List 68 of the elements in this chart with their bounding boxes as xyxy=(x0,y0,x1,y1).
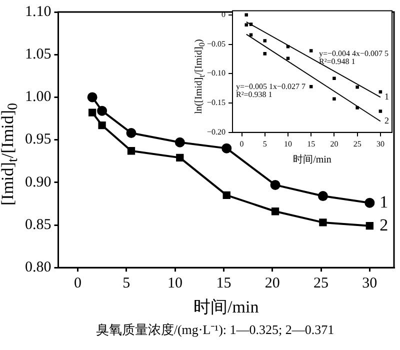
y-tick-label: 0.85 xyxy=(25,216,52,233)
point xyxy=(88,108,96,116)
text: 臭氧质量浓度/(mg·L⁻¹): 1—0.325; 2—0.371 xyxy=(94,321,336,339)
point xyxy=(263,52,267,56)
y-tick-label: 1.10 xyxy=(25,4,52,20)
point xyxy=(176,154,184,162)
y-tick-label: −0.20 xyxy=(206,127,226,136)
point xyxy=(286,56,290,60)
x-tick-label: 30 xyxy=(362,276,378,292)
point xyxy=(286,45,290,48)
point xyxy=(174,137,185,148)
point xyxy=(356,106,359,110)
x-tick-label: 0 xyxy=(240,139,244,148)
x-tick-label: 15 xyxy=(216,276,232,292)
x-tick-label: 20 xyxy=(264,276,280,292)
y-tick-label: −0.05 xyxy=(206,39,226,48)
x-tick-label: 30 xyxy=(376,139,384,148)
point xyxy=(356,86,359,89)
series-label: 1 xyxy=(384,92,389,102)
y-tick-label: −0.10 xyxy=(206,68,226,78)
point xyxy=(97,106,108,116)
x-tick-label: 15 xyxy=(307,139,316,148)
point xyxy=(87,92,98,102)
y-tick-label: 0.90 xyxy=(25,174,52,190)
annotation: y=−0.004 4x−0.007 5 xyxy=(319,49,389,58)
point xyxy=(366,222,374,230)
x-tick-label: 25 xyxy=(353,139,362,148)
point xyxy=(249,33,253,37)
x-axis-title: 时间/min xyxy=(194,297,260,316)
point xyxy=(332,97,336,101)
y-tick-label: 1.00 xyxy=(25,89,52,106)
point xyxy=(318,191,328,202)
annotation: R²=0.948 1 xyxy=(319,57,356,66)
series-label: 2 xyxy=(380,215,388,234)
point xyxy=(263,39,267,42)
series-label: 2 xyxy=(384,116,389,126)
point xyxy=(222,143,232,154)
x-tick-label: 25 xyxy=(314,276,329,292)
point xyxy=(98,121,106,130)
x-tick-label: 0 xyxy=(74,276,82,292)
x-tick-label: 5 xyxy=(122,276,130,292)
point xyxy=(270,180,280,190)
series-label: 1 xyxy=(380,192,388,212)
point xyxy=(378,110,382,113)
x-tick-label: 5 xyxy=(262,139,267,148)
y-tick-label: 0.95 xyxy=(25,132,52,148)
y-tick-label: 1.05 xyxy=(25,46,52,63)
point xyxy=(271,208,280,216)
point xyxy=(332,76,336,80)
y-tick-label: −0.15 xyxy=(206,98,226,108)
annotation: y=−0.005 1x−0.027 7 xyxy=(236,82,306,91)
point xyxy=(244,13,248,17)
point xyxy=(126,128,136,138)
point xyxy=(309,84,313,88)
x-tick-label: 10 xyxy=(168,276,183,292)
x-axis-title: 时间/min xyxy=(293,154,332,166)
point xyxy=(127,147,136,155)
point xyxy=(364,198,375,208)
point xyxy=(222,191,230,200)
point xyxy=(319,218,327,226)
x-tick-label: 20 xyxy=(330,139,338,148)
y-tick-label: 0.80 xyxy=(25,260,52,276)
point xyxy=(378,90,382,94)
point xyxy=(309,49,313,52)
point xyxy=(249,22,253,26)
x-tick-label: 10 xyxy=(284,139,292,148)
point xyxy=(244,23,248,27)
annotation: R²=0.938 1 xyxy=(236,90,272,99)
